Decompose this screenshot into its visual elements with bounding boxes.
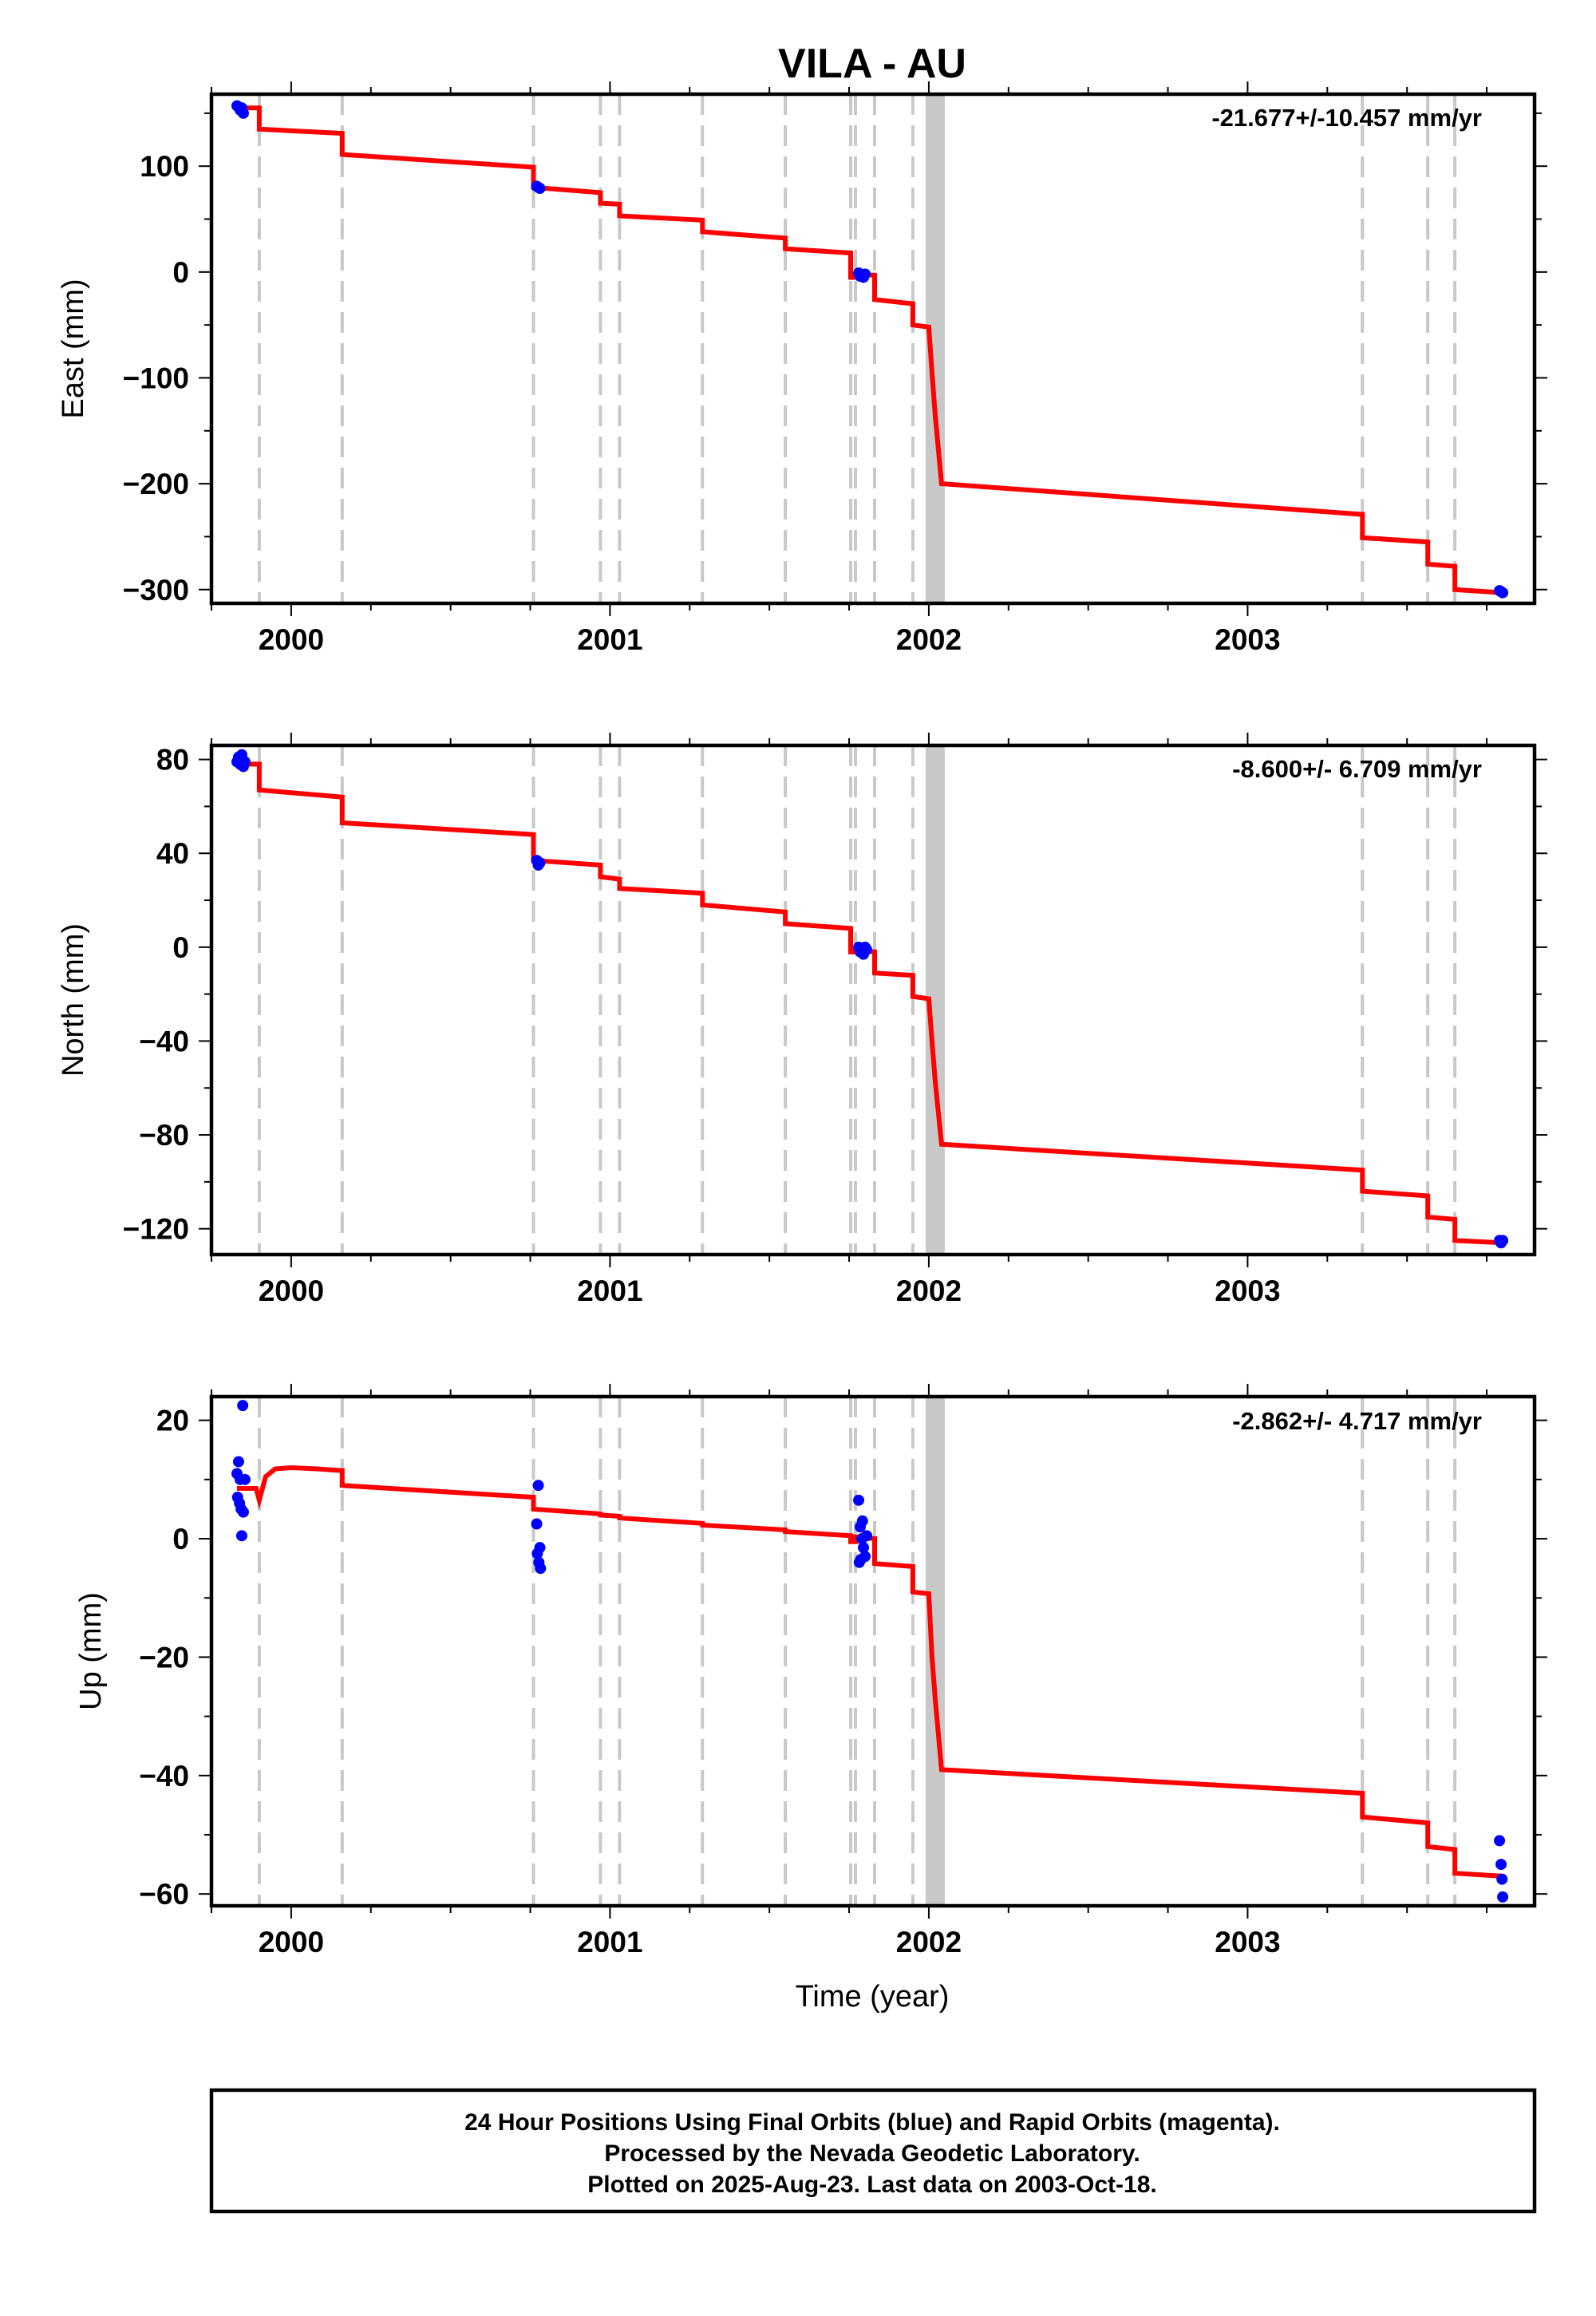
east-data-point xyxy=(534,183,546,195)
up-data-point xyxy=(532,1480,544,1492)
up-y-tick-label: −20 xyxy=(139,1641,189,1674)
up-data-point xyxy=(861,1530,873,1542)
up-data-point xyxy=(856,1515,868,1527)
north-plot-frame xyxy=(209,743,1537,1257)
north-panel: −120 −80 −40 0 40 80 2000 2001 2002 2003 -8.600+… xyxy=(57,733,1547,1307)
east-panel: −300 −200 −100 0 100 2000 2001 2002 2003 -21.67… xyxy=(57,81,1547,656)
east-data-points xyxy=(231,100,1509,599)
north-y-axis-label: North (mm) xyxy=(57,923,90,1077)
east-data-point xyxy=(859,268,871,280)
up-data-point xyxy=(232,1456,244,1468)
north-data-points xyxy=(231,749,1509,1249)
north-y-tick-label: 40 xyxy=(156,837,189,870)
up-data-point xyxy=(1496,1873,1508,1885)
north-y-tick-label: −40 xyxy=(139,1025,189,1057)
north-y-tick-label: −80 xyxy=(139,1119,189,1152)
north-y-tick-labels: −120 −80 −40 0 40 80 xyxy=(123,744,189,1246)
east-plot-frame xyxy=(209,92,1537,606)
east-y-tick-label: 100 xyxy=(140,150,189,183)
east-y-tick-label: 0 xyxy=(172,256,189,289)
up-x-tick-label: 2000 xyxy=(259,1926,324,1958)
east-rate-label: -21.677+/-10.457 mm/yr xyxy=(1211,104,1482,132)
footer-line-1: 24 Hour Positions Using Final Orbits (bl… xyxy=(464,2109,1280,2136)
east-x-tick-label: 2003 xyxy=(1215,623,1280,656)
north-x-tick-label: 2001 xyxy=(577,1275,642,1307)
up-data-points xyxy=(231,1400,1509,1903)
east-y-tick-label: −300 xyxy=(123,574,189,607)
up-panel: −60 −40 −20 0 20 2000 2001 2002 2003 -2.862+/- … xyxy=(74,1384,1547,2014)
north-data-point xyxy=(239,756,251,768)
up-y-tick-label: 20 xyxy=(156,1405,189,1437)
x-axis-label: Time (year) xyxy=(796,1980,950,2014)
up-rate-label: -2.862+/- 4.717 mm/yr xyxy=(1232,1407,1482,1435)
up-data-point xyxy=(853,1494,865,1506)
up-y-tick-labels: −60 −40 −20 0 20 xyxy=(139,1405,189,1911)
up-data-point xyxy=(858,1542,870,1554)
north-x-tick-labels: 2000 2001 2002 2003 xyxy=(259,1275,1281,1307)
north-rate-label: -8.600+/- 6.709 mm/yr xyxy=(1232,755,1482,783)
up-data-point xyxy=(1497,1891,1509,1903)
up-event-band xyxy=(925,1397,945,1906)
up-x-tick-label: 2003 xyxy=(1215,1926,1280,1958)
east-y-axis-label: East (mm) xyxy=(57,279,90,418)
up-data-point xyxy=(859,1551,871,1563)
east-x-tick-label: 2000 xyxy=(259,623,324,656)
up-data-point xyxy=(235,1530,247,1542)
up-data-point xyxy=(535,1563,547,1575)
footer-line-3: Plotted on 2025-Aug-23. Last data on 200… xyxy=(587,2172,1157,2198)
east-x-tick-label: 2001 xyxy=(577,623,642,656)
up-data-point xyxy=(1495,1859,1507,1871)
up-y-tick-label: −60 xyxy=(139,1878,189,1911)
up-plot-frame xyxy=(209,1394,1537,1908)
up-data-point xyxy=(534,1542,546,1554)
north-model-line xyxy=(237,761,1503,1246)
up-data-point xyxy=(237,1506,249,1518)
up-data-point xyxy=(1494,1835,1506,1847)
north-data-point xyxy=(534,857,546,869)
east-x-tick-label: 2002 xyxy=(896,623,962,656)
north-data-point xyxy=(1497,1235,1509,1247)
north-x-tick-label: 2000 xyxy=(259,1275,324,1307)
east-y-tick-label: −100 xyxy=(123,362,189,394)
north-y-tick-label: −120 xyxy=(123,1213,189,1246)
north-event-markers xyxy=(257,745,1457,1255)
north-y-tick-label: 0 xyxy=(172,931,189,964)
east-event-markers xyxy=(257,94,1457,603)
north-x-tick-label: 2002 xyxy=(896,1275,962,1307)
up-event-markers xyxy=(257,1397,1457,1906)
up-y-axis-label: Up (mm) xyxy=(74,1592,108,1710)
east-x-tick-labels: 2000 2001 2002 2003 xyxy=(259,623,1281,656)
east-y-tick-label: −200 xyxy=(123,468,189,500)
footer-line-2: Processed by the Nevada Geodetic Laborat… xyxy=(604,2140,1140,2167)
east-model-line xyxy=(237,105,1503,595)
footer-box: 24 Hour Positions Using Final Orbits (bl… xyxy=(209,2088,1537,2214)
up-data-point xyxy=(237,1400,249,1412)
up-data-point xyxy=(239,1473,251,1485)
up-data-point xyxy=(531,1518,543,1530)
east-y-tick-labels: −300 −200 −100 0 100 xyxy=(123,150,189,607)
figure-title: VILA - AU xyxy=(778,41,966,87)
up-model-line xyxy=(237,1464,1503,1879)
east-data-point xyxy=(237,107,249,119)
north-x-tick-label: 2003 xyxy=(1215,1275,1280,1307)
north-data-point xyxy=(861,943,873,955)
east-data-point xyxy=(1497,587,1509,599)
north-y-tick-label: 80 xyxy=(156,744,189,777)
up-y-tick-label: 0 xyxy=(172,1523,189,1555)
up-x-tick-label: 2001 xyxy=(577,1926,642,1958)
up-y-tick-label: −40 xyxy=(139,1760,189,1792)
footer-frame xyxy=(209,2088,1537,2214)
up-x-tick-label: 2002 xyxy=(896,1926,962,1958)
up-x-tick-labels: 2000 2001 2002 2003 xyxy=(259,1926,1281,1958)
